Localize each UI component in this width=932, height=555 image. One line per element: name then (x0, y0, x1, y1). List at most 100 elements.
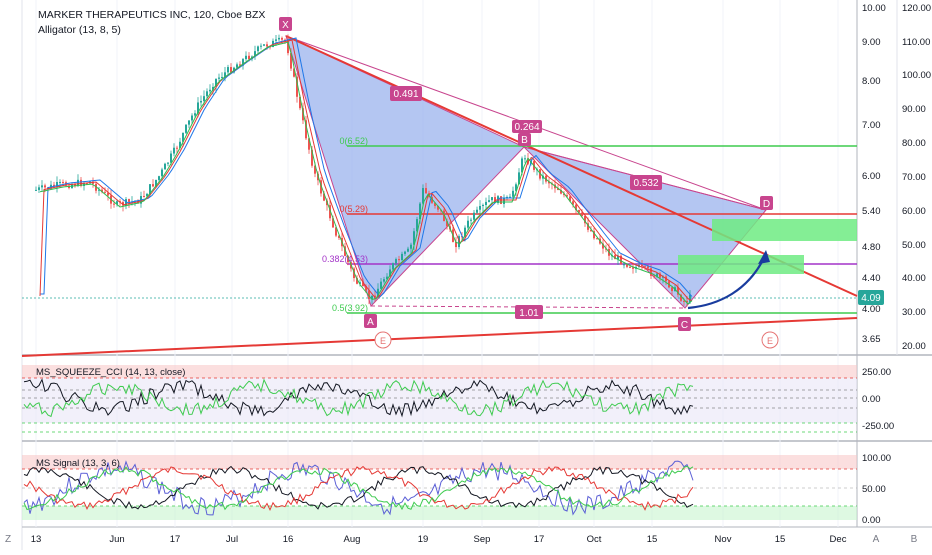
svg-text:X: X (282, 20, 289, 31)
candle-body (107, 192, 109, 196)
candle-body (218, 77, 220, 79)
candle-body (143, 195, 145, 197)
candle-body (488, 200, 490, 202)
candle-body (281, 37, 283, 40)
candle-body (227, 67, 229, 73)
candle-body (152, 184, 154, 187)
candle-body (230, 67, 232, 73)
percent-tick-label: 110.00 (902, 37, 930, 48)
candle-body (209, 89, 211, 92)
candle-body (443, 210, 445, 222)
time-tick-label: 19 (418, 534, 429, 545)
svg-text:E: E (380, 336, 386, 346)
candle-body (200, 100, 202, 103)
arrow-head (758, 250, 770, 264)
button-auto[interactable]: A (873, 534, 880, 545)
price-pane (21, 34, 858, 357)
candle-body (512, 190, 514, 197)
signal-indicator-label: MS Signal (13, 3, 6) (36, 458, 120, 469)
percent-tick-label: 100.00 (902, 70, 931, 81)
candle-body (467, 220, 469, 228)
candle-body (656, 273, 658, 277)
projection-arrow (687, 257, 765, 310)
candle-body (275, 39, 277, 41)
candle-body (323, 193, 325, 201)
candle-body (338, 235, 340, 238)
candle-body (119, 201, 121, 203)
candle-body (236, 64, 238, 68)
time-tick-label: 13 (31, 534, 42, 545)
time-tick-label: Oct (587, 534, 602, 545)
time-tick-label: 17 (170, 534, 181, 545)
percent-axis[interactable]: 120.00 110.00 100.00 90.00 80.00 70.00 60.00 50… (902, 3, 931, 352)
candle-body (470, 219, 472, 221)
candle-body (479, 206, 481, 210)
candle-body (80, 179, 82, 186)
candle-body (401, 253, 403, 261)
candle-body (203, 96, 205, 101)
candle-body (206, 91, 208, 97)
candle-body (86, 183, 88, 185)
signal-tick-label: 100.00 (862, 453, 891, 464)
squeeze-pane (22, 365, 857, 433)
candle-body (77, 179, 79, 186)
candle-body (290, 53, 292, 69)
ratio-label-ac: 0.264 (512, 120, 542, 133)
left-toolbar (0, 0, 22, 550)
percent-tick-label: 120.00 (902, 3, 931, 14)
percent-tick-label: 70.00 (902, 172, 926, 183)
signal-line (23, 465, 694, 512)
resistance-trendline (285, 35, 858, 297)
candle-body (566, 195, 568, 197)
price-tick-label: 4.00 (862, 304, 881, 315)
candle-body (650, 268, 652, 276)
chart-title: MARKER THERAPEUTICS INC, 120, Cboe BZX (38, 9, 265, 21)
time-tick-label: Jul (226, 534, 238, 545)
svg-text:0.532: 0.532 (633, 178, 658, 189)
candle-body (254, 51, 256, 57)
signal-axis[interactable]: 100.00 50.00 0.00 (862, 453, 891, 526)
candle-body (485, 201, 487, 205)
candle-body (221, 76, 223, 78)
ratio-label-ca: 1.01 (515, 305, 543, 319)
candle-body (263, 44, 265, 46)
time-axis[interactable]: 13 Jun 17 Jul 16 Aug 19 Sep 17 Oct 15 Nov 15 Dec (31, 534, 847, 545)
price-tick-label: 10.00 (862, 3, 886, 14)
earnings-marker-1[interactable]: E (374, 331, 392, 349)
candle-body (296, 76, 298, 97)
candle-body (371, 295, 373, 299)
candle-body (215, 78, 217, 87)
candle-body (374, 295, 376, 298)
fib-label-0-382: 0.382(4.53) (322, 254, 368, 264)
time-tick-label: 15 (775, 534, 786, 545)
candle-body (647, 266, 649, 269)
candle-body (245, 55, 247, 60)
candle-body (575, 204, 577, 211)
button-z[interactable]: Z (5, 534, 11, 545)
candle-body (620, 255, 622, 265)
price-axis[interactable]: 10.00 9.00 8.00 7.00 6.00 5.40 4.80 4.40 4.00 3.6… (862, 3, 886, 345)
price-tick-label: 9.00 (862, 37, 881, 48)
time-tick-label: 15 (647, 534, 658, 545)
candle-body (191, 115, 193, 121)
candle-body (344, 246, 346, 256)
candle-body (689, 294, 691, 303)
candle-body (104, 191, 106, 193)
squeeze-line (23, 378, 694, 418)
candle-body (389, 269, 391, 277)
earnings-marker-2[interactable]: E (761, 331, 779, 349)
candle-body (677, 287, 679, 295)
candle-body (617, 255, 619, 260)
candle-body (431, 197, 433, 203)
candle-body (383, 279, 385, 282)
squeeze-axis[interactable]: 250.00 0.00 -250.00 (862, 367, 894, 432)
candle-body (329, 205, 331, 219)
button-b[interactable]: B (911, 534, 918, 545)
candle-body (113, 203, 115, 205)
candle-body (128, 199, 130, 202)
candle-body (299, 96, 301, 109)
candle-body (404, 251, 406, 254)
candle-body (572, 201, 574, 205)
candle-body (182, 132, 184, 142)
